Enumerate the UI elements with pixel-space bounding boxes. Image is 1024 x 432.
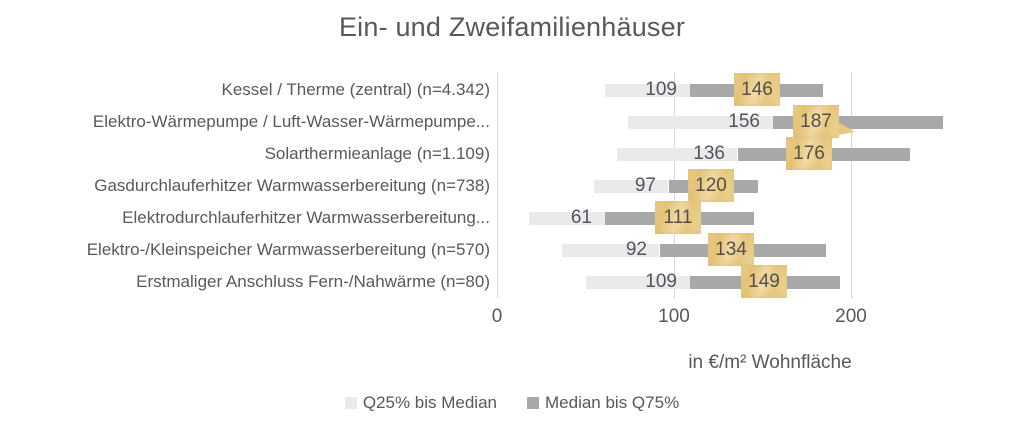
median-value-label: 136 xyxy=(693,143,725,164)
bar-q25-to-median xyxy=(562,244,659,257)
q75-highlight-label: 187 xyxy=(793,105,855,138)
q75-highlight-label: 111 xyxy=(655,201,701,234)
category-label: Kessel / Therme (zentral) (n=4.342) xyxy=(221,80,491,99)
q75-highlight-label: 134 xyxy=(708,233,754,266)
q75-highlight-label: 146 xyxy=(734,73,780,106)
x-axis-title: in €/m² Wohnfläche xyxy=(688,352,852,373)
category-label: Gasdurchlauferhitzer Warmwasserbereitung… xyxy=(94,176,490,195)
bar-q25-to-median xyxy=(594,180,668,193)
bar-q25-to-median xyxy=(586,276,690,289)
chart-title: Ein- und Zweifamilienhäuser xyxy=(338,12,686,42)
legend-item: Median bis Q75% xyxy=(527,393,679,413)
bar-q25-to-median xyxy=(628,116,773,129)
bar-q25-to-median xyxy=(617,148,737,161)
category-label: Elektro-/Kleinspeicher Warmwasserbereitu… xyxy=(86,240,490,259)
y-axis-line xyxy=(497,72,498,298)
callout-arrow xyxy=(838,122,855,135)
x-tick-label: 200 xyxy=(835,306,867,327)
legend-item: Q25% bis Median xyxy=(344,393,497,413)
category-label: Solarthermieanlage (n=1.109) xyxy=(264,144,490,163)
median-value-label: 109 xyxy=(645,79,677,100)
legend-label: Median bis Q75% xyxy=(545,393,680,412)
category-label: Elektrodurchlauferhitzer Warmwasserberei… xyxy=(122,208,490,227)
legend-swatch xyxy=(527,397,539,409)
x-tick-label: 100 xyxy=(658,306,690,327)
gridline xyxy=(851,72,852,298)
legend-swatch xyxy=(344,397,357,409)
median-value-label: 61 xyxy=(570,207,592,228)
category-label: Erstmaliger Anschluss Fern-/Nahwärme (n=… xyxy=(136,272,490,291)
median-value-label: 97 xyxy=(634,175,656,196)
median-value-label: 156 xyxy=(728,111,760,132)
median-value-label: 109 xyxy=(645,271,677,292)
x-tick-label: 0 xyxy=(491,306,503,327)
legend-label: Q25% bis Median xyxy=(362,393,497,412)
q75-highlight-label: 176 xyxy=(786,137,832,170)
bar-q25-to-median xyxy=(605,84,690,97)
bar-q25-to-median xyxy=(529,212,605,225)
q75-highlight-label: 120 xyxy=(688,169,734,202)
median-value-label: 92 xyxy=(625,239,647,260)
q75-highlight-label: 149 xyxy=(741,265,787,298)
category-label: Elektro-Wärmepumpe / Luft-Wasser-Wärmepu… xyxy=(92,112,490,131)
legend: Q25% bis Median Median bis Q75% xyxy=(0,392,1024,414)
